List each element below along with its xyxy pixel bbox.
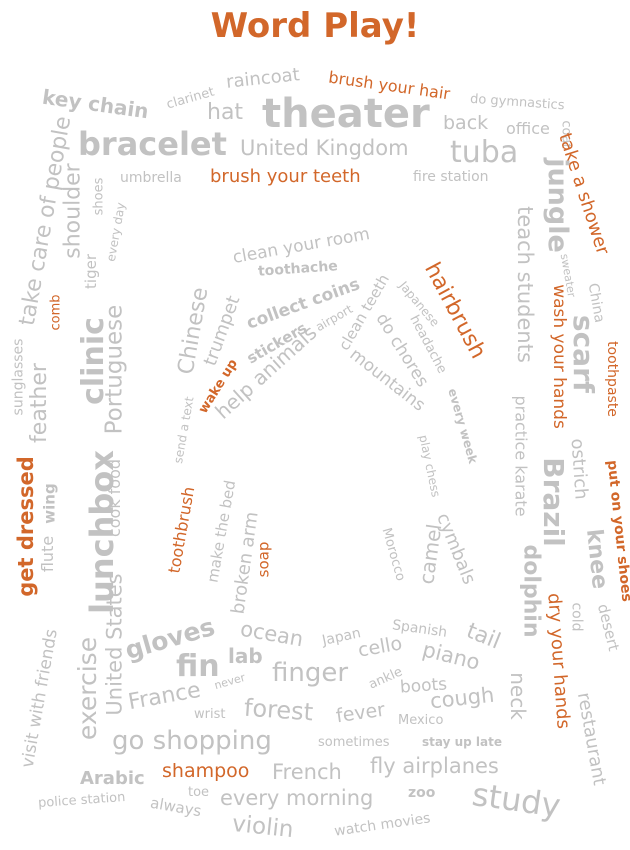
word-arabic: Arabic [80, 768, 145, 789]
word-umbrella: umbrella [120, 170, 182, 186]
word-brush-your-teeth: brush your teeth [210, 166, 361, 187]
word-neck: neck [505, 672, 530, 720]
word-comb: comb [48, 294, 64, 331]
word-visit-with-friends: visit with friends [17, 627, 62, 770]
word-morocco: Morocco [378, 526, 408, 583]
word-stay-up-late: stay up late [422, 735, 503, 749]
word-raincoat: raincoat [225, 64, 301, 93]
word-tiger: tiger [81, 254, 100, 289]
word-watch-movies: watch movies [333, 810, 432, 840]
word-soap: soap [254, 541, 273, 578]
word-toe: toe [188, 785, 210, 800]
word-play-chess: play chess [416, 433, 444, 499]
word-finger: finger [272, 658, 349, 688]
word-sunglasses: sunglasses [10, 338, 27, 416]
word-zoo: zoo [408, 785, 436, 801]
word-jungle: jungle [541, 158, 573, 253]
word-toothache: toothache [257, 258, 339, 280]
word-wash-your-hands: wash your hands [548, 284, 569, 429]
word-go-shopping: go shopping [112, 726, 272, 756]
word-study: study [469, 775, 563, 825]
word-wrist: wrist [194, 707, 226, 722]
word-forest: forest [243, 693, 315, 727]
word-sometimes: sometimes [318, 735, 390, 750]
word-fever: fever [334, 698, 387, 728]
word-every-week: every week [445, 386, 481, 466]
word-police-station: police station [37, 789, 126, 812]
word-lab: lab [228, 644, 263, 668]
word-toothbrush: toothbrush [164, 485, 199, 575]
word-cello: cello [356, 632, 404, 662]
word-back: back [443, 112, 489, 134]
word-cold: cold [568, 602, 585, 632]
word-brazil: Brazil [536, 457, 570, 547]
word-desert: desert [593, 601, 623, 653]
word-toothpaste: toothpaste [603, 341, 620, 417]
word-french: French [272, 760, 342, 784]
word-scarf: scarf [567, 314, 601, 394]
word-practice-karate: practice karate [511, 395, 531, 517]
word-wing: wing [40, 483, 59, 524]
word-shoes: shoes [91, 177, 107, 216]
word-violin: violin [230, 810, 295, 844]
word-knee: knee [580, 527, 613, 591]
word-tuba: tuba [450, 135, 519, 170]
word-get-dressed: get dressed [13, 456, 38, 597]
word-dolphin: dolphin [518, 544, 544, 638]
word-united-states: United States [102, 573, 127, 716]
word-japan: Japan [320, 625, 363, 649]
word-every-morning: every morning [220, 786, 374, 810]
word-fire-station: fire station [413, 169, 489, 185]
word-teach-students: teach students [512, 206, 537, 363]
word-bracelet: bracelet [78, 125, 227, 163]
page-title: Word Play! [210, 6, 420, 46]
word-cook-food: cook food [105, 458, 125, 538]
word-flute: flute [38, 535, 58, 573]
word-ostrich: ostrich [566, 437, 592, 501]
word-send-a-text: send a text [171, 395, 197, 465]
word-france: France [126, 677, 203, 716]
word-restaurant: restaurant [572, 690, 610, 787]
word-do-gymnastics: do gymnastics [469, 91, 565, 114]
word-shampoo: shampoo [162, 760, 250, 782]
word-portuguese: Portuguese [101, 304, 128, 435]
word-fly-airplanes: fly airplanes [370, 754, 499, 778]
word-exercise: exercise [73, 636, 103, 741]
word-fin: fin [176, 649, 220, 684]
word-every-day: every day [103, 201, 128, 263]
word-mexico: Mexico [398, 713, 444, 728]
word-feather: feather [26, 363, 52, 443]
word-hat: hat [207, 100, 244, 125]
word-cough: cough [428, 682, 496, 714]
word-theater: theater [262, 91, 430, 137]
word-office: office [506, 119, 550, 138]
word-shoulder: shoulder [60, 163, 86, 259]
word-united-kingdom: United Kingdom [240, 136, 409, 160]
